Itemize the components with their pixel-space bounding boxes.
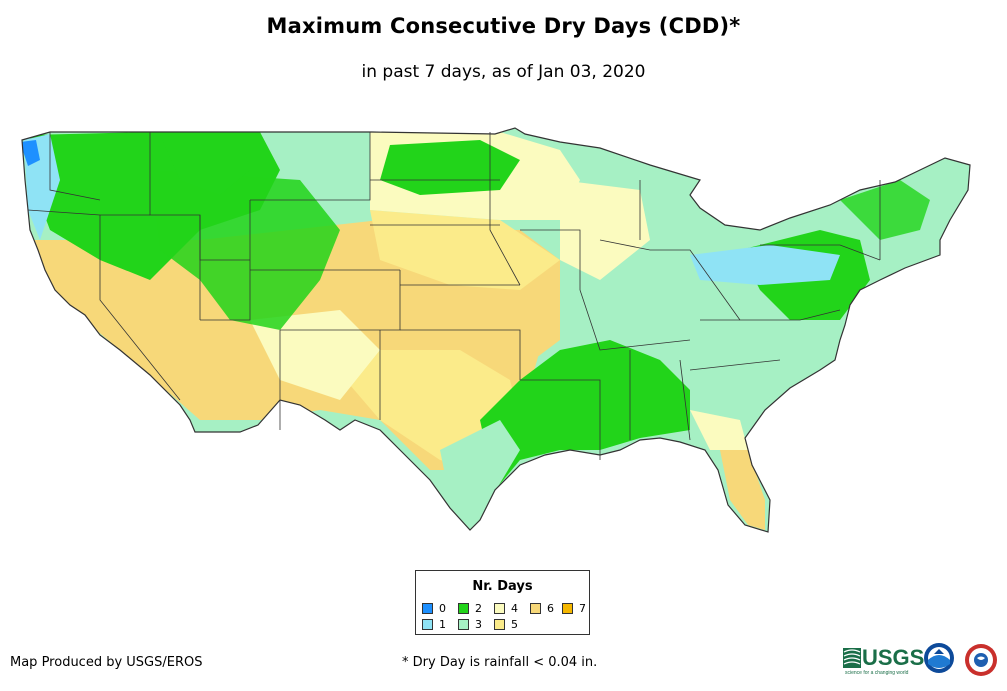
dry-day-note: * Dry Day is rainfall < 0.04 in. bbox=[402, 655, 598, 670]
legend-swatch-1 bbox=[422, 618, 433, 630]
legend-label-0: 0 bbox=[439, 601, 446, 615]
region-5days-central bbox=[370, 210, 560, 290]
border-nc-sc bbox=[689, 359, 781, 371]
legend-swatch-5 bbox=[494, 618, 505, 630]
legend-label-6: 6 bbox=[547, 601, 554, 615]
region-2days-dakota bbox=[380, 140, 520, 195]
map-subtitle: in past 7 days, as of Jan 03, 2020 bbox=[361, 62, 646, 82]
legend-label-5: 5 bbox=[511, 617, 518, 631]
region-0days-puget bbox=[22, 140, 40, 166]
logos-svg: USGS science for a changing world bbox=[843, 643, 997, 676]
usgs-logo-icon: USGS science for a changing world bbox=[843, 645, 924, 676]
legend-label-2: 2 bbox=[475, 601, 482, 615]
region-2days-rockies bbox=[150, 170, 340, 330]
legend-swatch-3 bbox=[458, 618, 469, 630]
noaa-bird-icon bbox=[934, 649, 944, 654]
legend-title: Nr. Days bbox=[472, 579, 533, 594]
region-4days-nm bbox=[250, 310, 380, 400]
border-oh bbox=[599, 239, 741, 321]
legend-label-3: 3 bbox=[475, 617, 482, 631]
usgs-tagline: science for a changing world bbox=[845, 670, 909, 676]
legend-item-5: 5 bbox=[494, 617, 518, 631]
nws-cloud-icon bbox=[977, 656, 985, 660]
border-ok bbox=[400, 329, 521, 380]
border-wa-or bbox=[49, 132, 101, 201]
us-map-svg bbox=[21, 127, 971, 533]
legend-label-4: 4 bbox=[511, 601, 518, 615]
legend-items: 0 1 2 3 4 5 6 7 bbox=[422, 601, 587, 633]
state-borders bbox=[27, 132, 881, 460]
us-cdd-map bbox=[0, 120, 1007, 550]
border-wy bbox=[250, 132, 371, 201]
legend: Nr. Days 0 1 2 3 4 5 6 bbox=[415, 570, 590, 635]
legend-item-6: 6 bbox=[530, 601, 554, 615]
nws-logo-icon bbox=[965, 644, 997, 676]
usgs-logo-text: USGS bbox=[862, 645, 924, 670]
region-2days-southeast bbox=[480, 340, 690, 490]
border-ca-nv bbox=[99, 215, 181, 401]
region-4days-georgia bbox=[690, 410, 748, 450]
border-pa-ny bbox=[760, 244, 881, 261]
legend-item-4: 4 bbox=[494, 601, 518, 615]
region-3days-carolinas bbox=[690, 350, 800, 430]
region-6days-florida bbox=[720, 450, 765, 530]
legend-item-0: 0 bbox=[422, 601, 446, 615]
region-2days-montana bbox=[160, 135, 250, 195]
noaa-wave-icon bbox=[928, 655, 950, 668]
legend-item-3: 3 bbox=[458, 617, 482, 631]
legend-item-1: 1 bbox=[422, 617, 446, 631]
border-tn bbox=[579, 289, 691, 351]
border-ut bbox=[200, 200, 251, 321]
region-1day-lakes bbox=[690, 245, 840, 285]
legend-label-1: 1 bbox=[439, 617, 446, 631]
noaa-logo-icon bbox=[924, 643, 954, 673]
border-id bbox=[149, 132, 201, 320]
agency-logos: USGS science for a changing world bbox=[843, 640, 1003, 680]
border-ia-mo bbox=[520, 229, 581, 290]
legend-item-2: 2 bbox=[458, 601, 482, 615]
border-al-ga bbox=[679, 359, 691, 441]
legend-swatch-6 bbox=[530, 602, 541, 614]
legend-item-7: 7 bbox=[562, 601, 586, 615]
region-4days-midwest bbox=[560, 180, 650, 280]
region-3days-texascoast bbox=[440, 420, 520, 525]
usgs-wave-icon bbox=[843, 649, 861, 665]
map-title: Maximum Consecutive Dry Days (CDD)* bbox=[266, 14, 741, 38]
legend-label-7: 7 bbox=[579, 601, 586, 615]
border-va bbox=[700, 309, 841, 321]
credit-text: Map Produced by USGS/EROS bbox=[10, 655, 203, 670]
legend-swatch-2 bbox=[458, 602, 469, 614]
legend-swatch-7 bbox=[562, 602, 573, 614]
legend-swatch-4 bbox=[494, 602, 505, 614]
border-mn-ia bbox=[489, 132, 521, 286]
border-nv-ut bbox=[199, 215, 250, 261]
border-ar-la bbox=[520, 379, 601, 460]
legend-swatch-0 bbox=[422, 602, 433, 614]
region-2days-newengland bbox=[840, 180, 930, 240]
